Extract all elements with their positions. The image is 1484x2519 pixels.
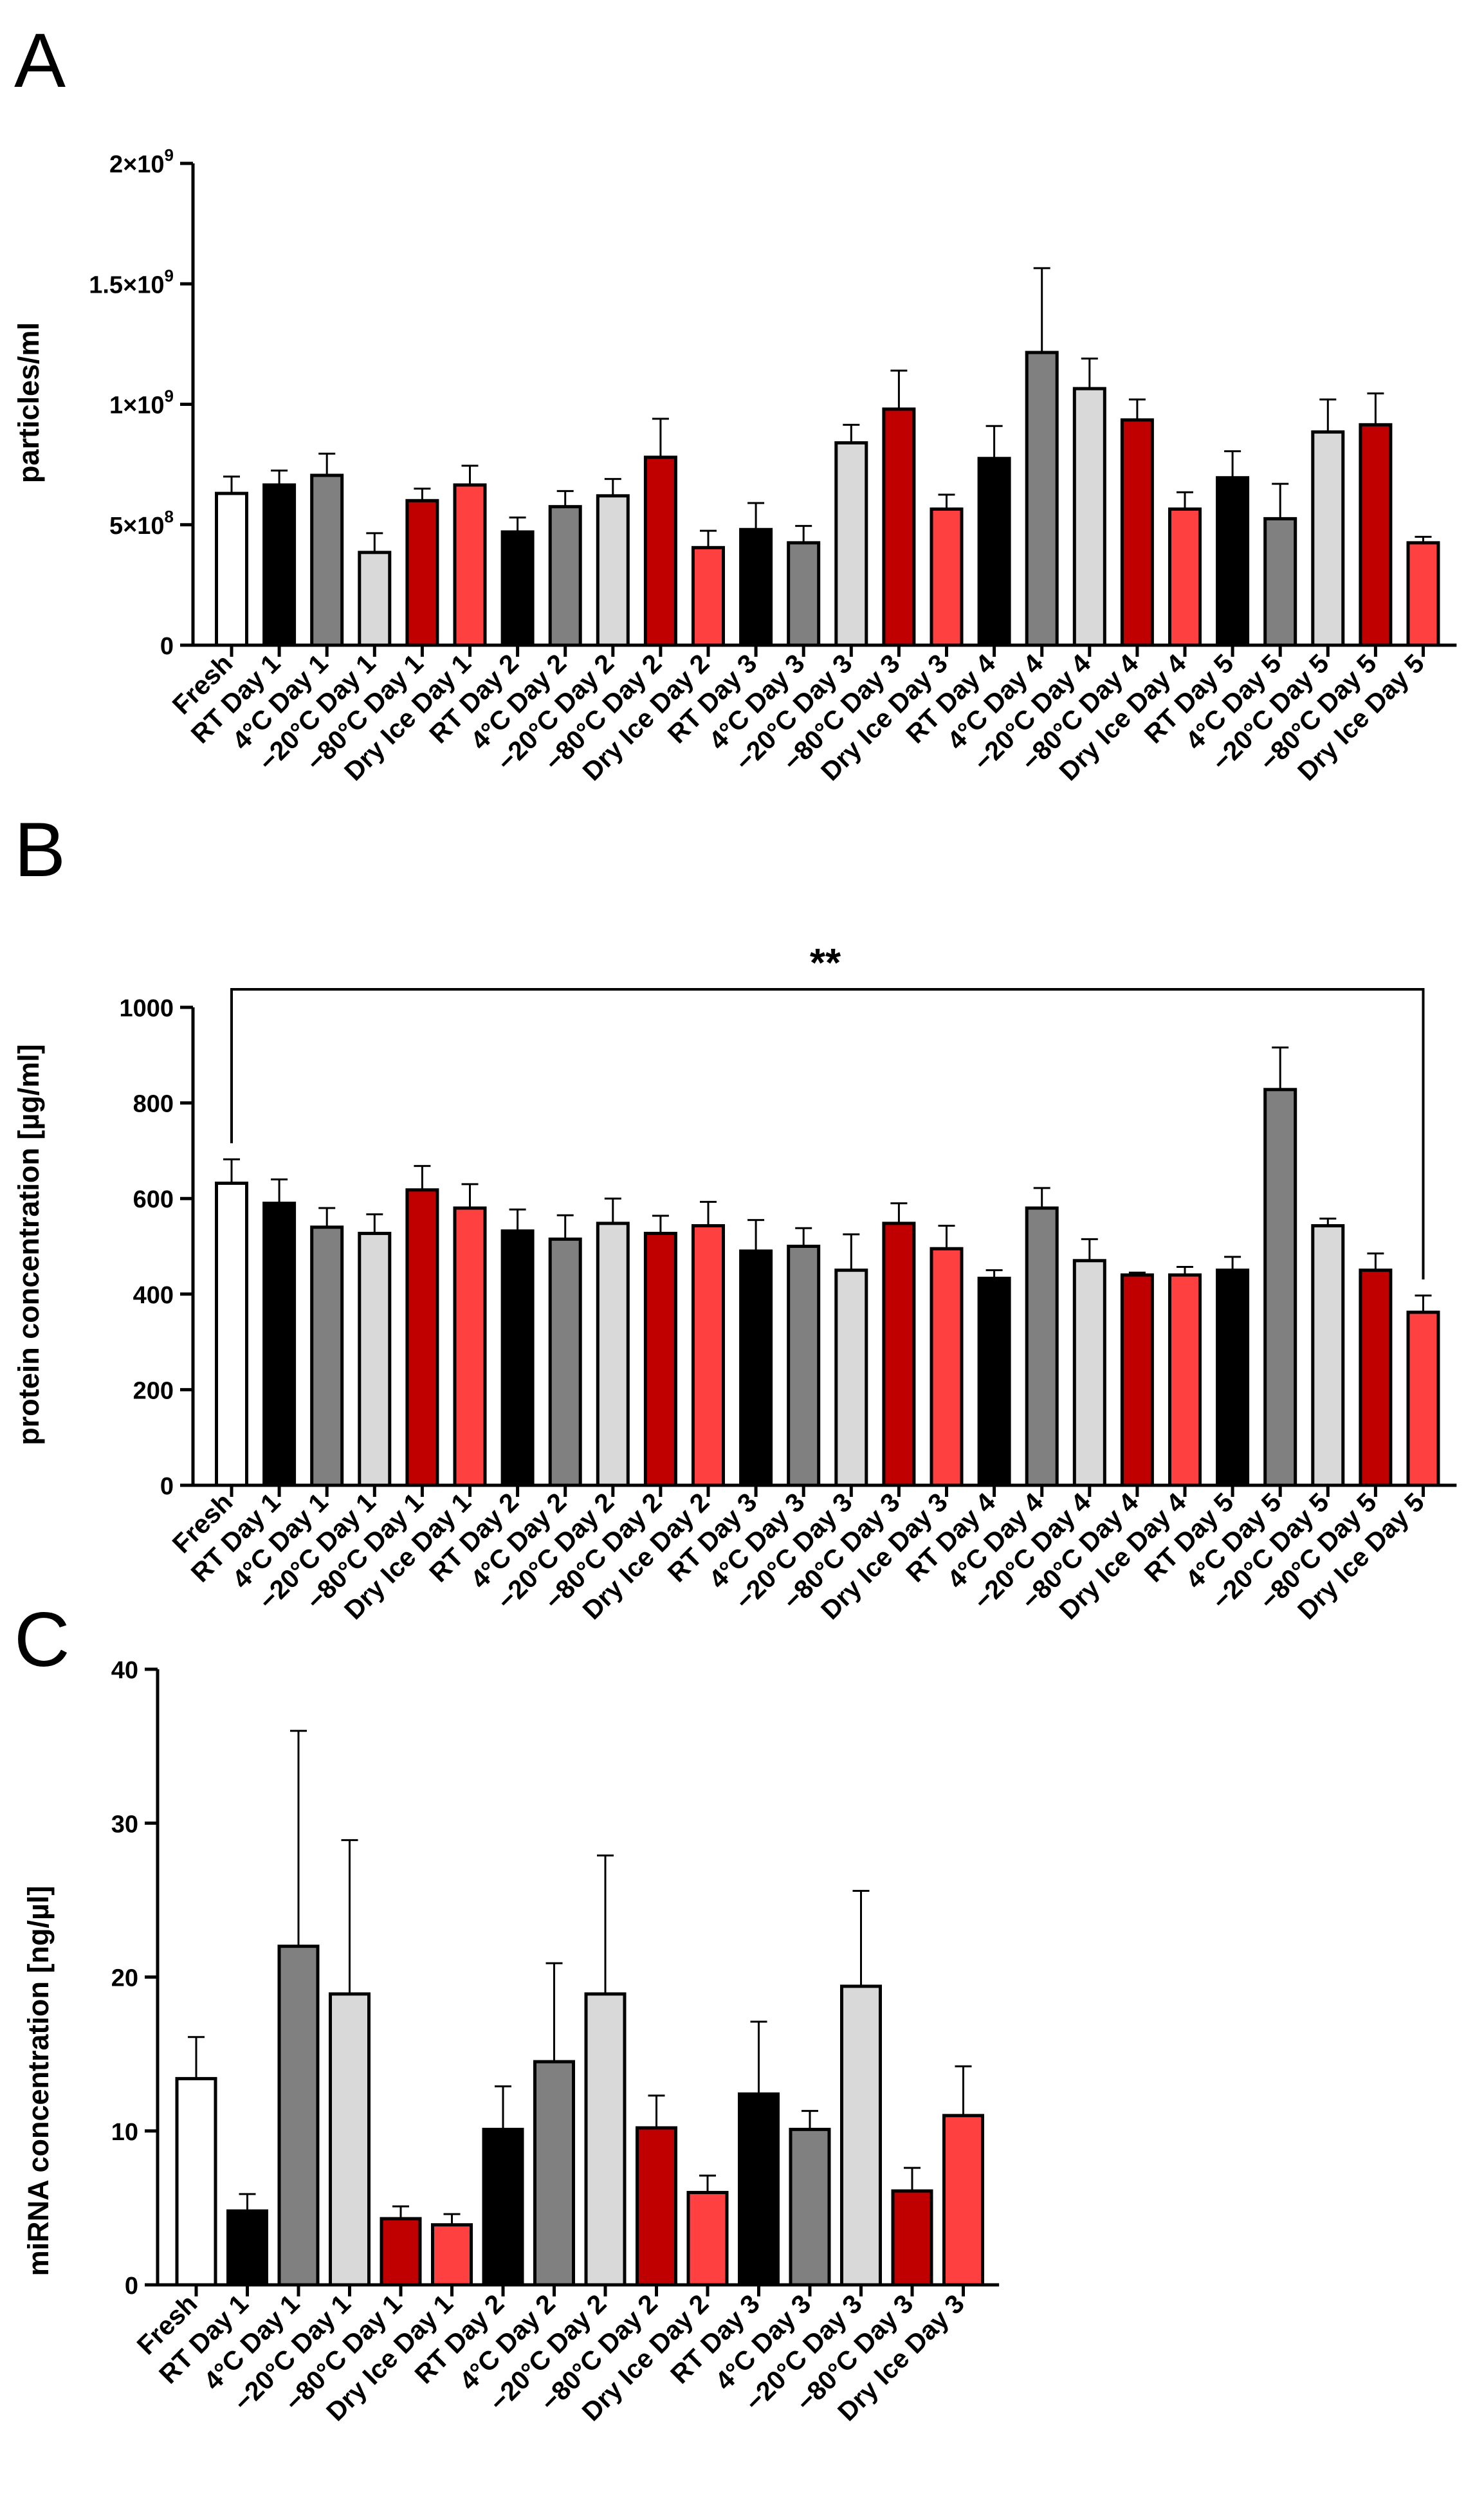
bar bbox=[930, 1247, 964, 1487]
bar bbox=[840, 1984, 882, 2287]
y-axis-label-b: protein concentration [µg/ml] bbox=[12, 1044, 45, 1445]
y-tick-label: 10 bbox=[111, 2119, 138, 2146]
bar bbox=[226, 2209, 268, 2287]
bar bbox=[1359, 423, 1393, 647]
bar bbox=[686, 2190, 729, 2287]
bar bbox=[1406, 1310, 1440, 1487]
bar bbox=[643, 455, 677, 647]
y-tick-label: 2×109 bbox=[109, 145, 174, 178]
bar bbox=[405, 1188, 439, 1487]
bar bbox=[643, 1231, 677, 1487]
bar bbox=[310, 1225, 344, 1487]
y-tick-label: 0 bbox=[125, 2273, 138, 2300]
panel-label-b: B bbox=[14, 807, 66, 893]
bar bbox=[1406, 541, 1440, 647]
bar bbox=[329, 1992, 371, 2287]
bar bbox=[175, 2076, 217, 2287]
bar bbox=[1168, 1273, 1202, 1487]
significance-label: ** bbox=[810, 941, 841, 985]
y-tick-label: 1×109 bbox=[109, 387, 174, 419]
bar bbox=[739, 1249, 773, 1487]
bar bbox=[533, 2060, 575, 2287]
bar bbox=[1168, 507, 1202, 647]
bar bbox=[277, 1945, 320, 2287]
bar bbox=[977, 457, 1011, 647]
bar bbox=[977, 1276, 1011, 1487]
bar bbox=[262, 1202, 297, 1487]
bar bbox=[1072, 387, 1106, 647]
bar bbox=[930, 507, 964, 647]
bar bbox=[834, 1269, 868, 1487]
bar bbox=[1025, 351, 1059, 647]
bar bbox=[548, 505, 582, 647]
bar bbox=[882, 407, 916, 647]
bar bbox=[739, 527, 773, 647]
y-tick-label: 0 bbox=[160, 1473, 174, 1500]
y-tick-label: 1.5×109 bbox=[89, 266, 174, 298]
bar bbox=[891, 2189, 933, 2287]
y-tick-label: 5×108 bbox=[109, 507, 174, 540]
bar bbox=[453, 483, 487, 647]
bar bbox=[358, 551, 392, 647]
y-tick-label: 1000 bbox=[119, 995, 174, 1022]
bar bbox=[636, 2126, 677, 2287]
y-tick-label: 600 bbox=[133, 1186, 174, 1213]
y-axis-label-a: particles/ml bbox=[12, 322, 45, 483]
y-tick-label: 800 bbox=[133, 1091, 174, 1118]
bar bbox=[262, 483, 297, 647]
y-axis-label-c: miRNA concentration [ng/µl] bbox=[22, 1886, 55, 2276]
bar bbox=[584, 1992, 627, 2287]
bar bbox=[942, 2114, 984, 2287]
bar bbox=[596, 494, 630, 647]
bar bbox=[882, 1222, 916, 1487]
bar bbox=[787, 541, 821, 647]
bar bbox=[596, 1222, 630, 1487]
bar bbox=[548, 1237, 582, 1487]
bar bbox=[215, 491, 248, 647]
bar bbox=[453, 1206, 487, 1487]
y-tick-label: 30 bbox=[111, 1811, 138, 1838]
y-tick-label: 200 bbox=[133, 1377, 174, 1404]
bar bbox=[1263, 1088, 1297, 1487]
bar bbox=[1263, 517, 1297, 647]
bar bbox=[692, 1224, 725, 1487]
bar bbox=[1025, 1206, 1059, 1487]
bar bbox=[1120, 1273, 1154, 1487]
bar bbox=[380, 2217, 422, 2287]
y-tick-label: 400 bbox=[133, 1282, 174, 1309]
bar bbox=[1359, 1269, 1393, 1487]
bar bbox=[310, 473, 344, 647]
bar bbox=[482, 2127, 524, 2287]
bar bbox=[405, 499, 439, 647]
bar bbox=[692, 545, 725, 647]
bar bbox=[215, 1181, 248, 1487]
bar bbox=[500, 530, 535, 647]
panel-label-a: A bbox=[14, 17, 66, 104]
y-tick-label: 40 bbox=[111, 1657, 138, 1684]
bar bbox=[1072, 1259, 1106, 1487]
bar bbox=[500, 1229, 535, 1487]
y-tick-label: 20 bbox=[111, 1965, 138, 1992]
bar bbox=[787, 1245, 821, 1487]
significance-bracket bbox=[230, 988, 1425, 1280]
bar bbox=[1311, 430, 1345, 647]
bar bbox=[358, 1231, 392, 1487]
bar bbox=[1311, 1224, 1345, 1487]
bar bbox=[834, 441, 868, 647]
bar bbox=[1120, 418, 1154, 647]
bar bbox=[1216, 476, 1250, 647]
y-tick-label: 0 bbox=[160, 633, 174, 660]
bar bbox=[1216, 1269, 1250, 1487]
bar bbox=[431, 2223, 473, 2287]
panel-label-c: C bbox=[14, 1597, 70, 1683]
bar bbox=[738, 2092, 780, 2287]
bar bbox=[789, 2127, 831, 2287]
